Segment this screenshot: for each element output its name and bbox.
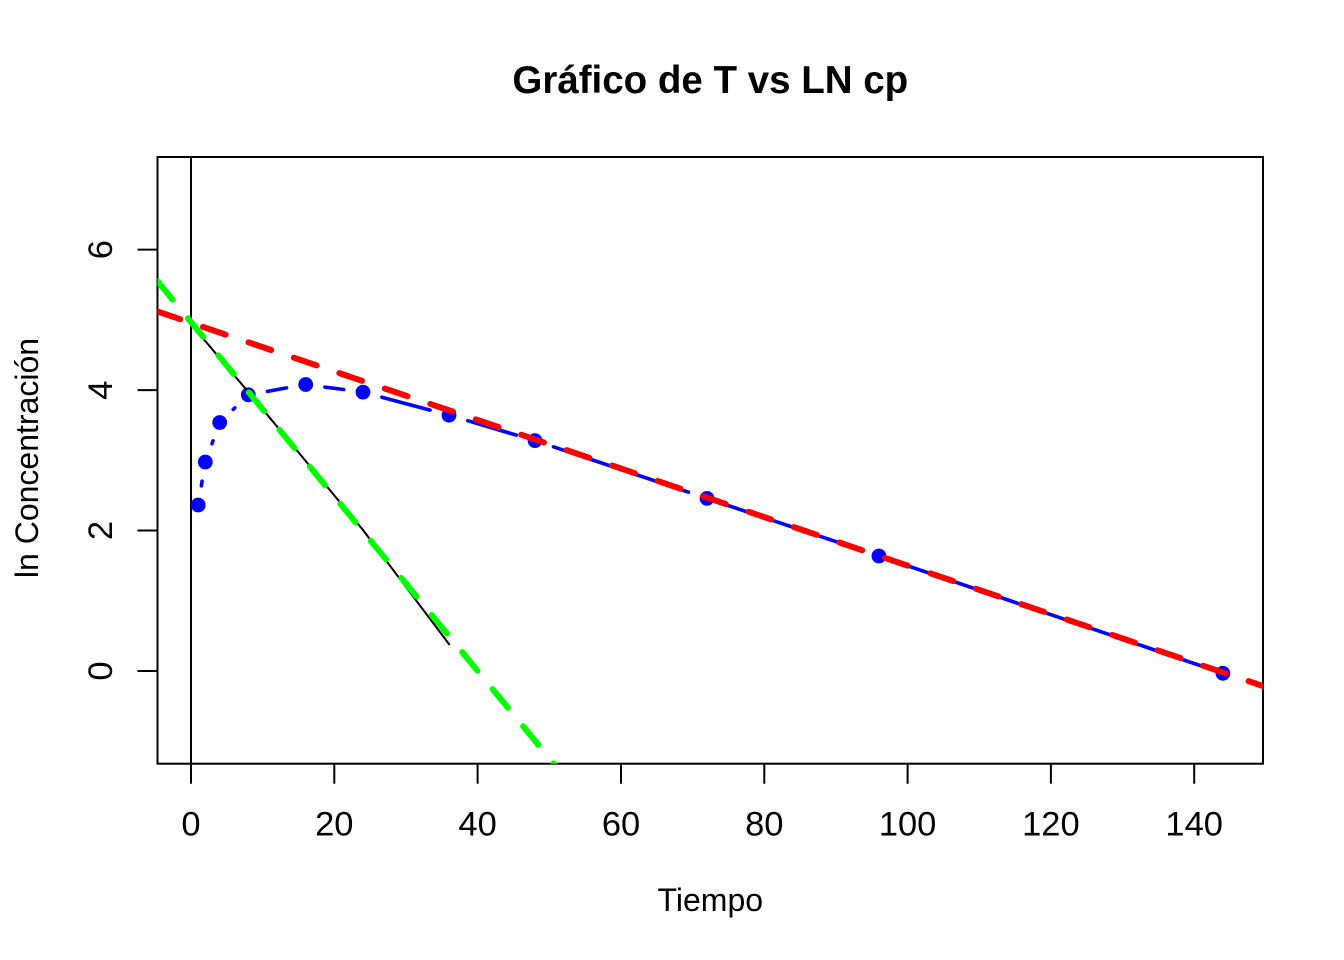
svg-text:ln Concentración: ln Concentración [9,338,45,578]
svg-text:140: 140 [1165,806,1223,844]
svg-text:80: 80 [745,806,783,844]
svg-text:20: 20 [315,806,353,844]
svg-text:4: 4 [82,381,120,400]
svg-text:2: 2 [82,521,120,540]
svg-text:6: 6 [82,240,120,259]
svg-text:100: 100 [879,806,937,844]
svg-text:Tiempo: Tiempo [658,882,764,918]
svg-text:40: 40 [458,806,496,844]
svg-text:120: 120 [1022,806,1080,844]
svg-text:0: 0 [181,806,200,844]
svg-text:60: 60 [602,806,640,844]
svg-text:0: 0 [82,661,120,680]
svg-text:Gráfico de T vs LN cp: Gráfico de T vs LN cp [512,59,908,102]
